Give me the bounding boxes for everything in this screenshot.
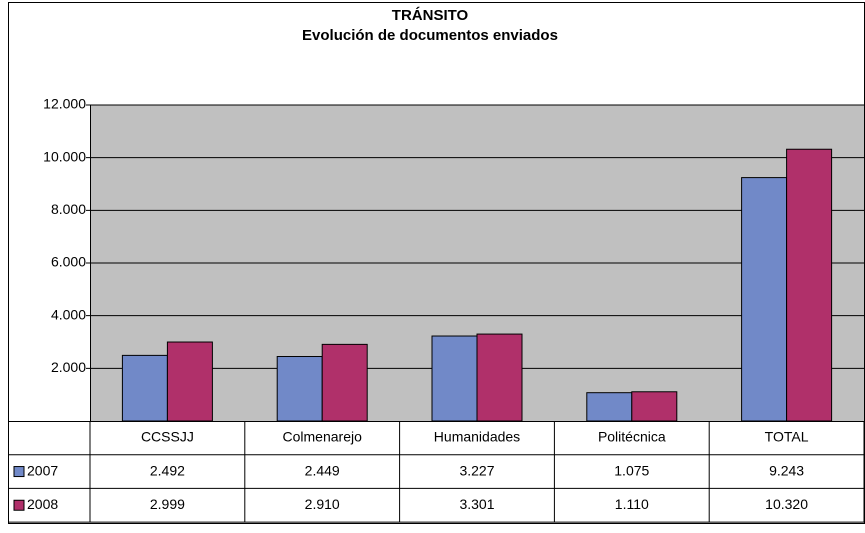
bar xyxy=(276,356,323,422)
data-label: 3.301 xyxy=(459,496,494,512)
data-label: 10.320 xyxy=(765,496,808,512)
data-label: 2.492 xyxy=(150,462,185,478)
legend-label: 2007 xyxy=(27,462,58,478)
legend-swatch xyxy=(13,499,25,511)
data-label: 2.999 xyxy=(150,496,185,512)
x-tick-label: Colmenarejo xyxy=(283,429,363,445)
y-tick-label: 10.000 xyxy=(43,148,86,164)
bar xyxy=(631,391,678,422)
legend-swatch xyxy=(13,466,25,478)
chart-subtitle: Evolución de documentos enviados xyxy=(302,27,558,44)
x-tick-label: Humanidades xyxy=(434,429,520,445)
x-tick-label: TOTAL xyxy=(765,429,809,445)
y-tick-label: 6.000 xyxy=(51,254,86,270)
data-label: 3.227 xyxy=(459,462,494,478)
data-label: 1.075 xyxy=(614,462,649,478)
chart-title: TRÁNSITO xyxy=(392,7,469,24)
bar xyxy=(321,343,368,422)
bar xyxy=(476,333,523,422)
bar xyxy=(121,354,168,422)
y-tick-label: 8.000 xyxy=(51,201,86,217)
y-tick-label: 4.000 xyxy=(51,306,86,322)
bar xyxy=(786,148,833,422)
y-tick-label: 12.000 xyxy=(43,96,86,112)
bar xyxy=(166,341,213,422)
legend-label: 2008 xyxy=(27,496,58,512)
data-label: 9.243 xyxy=(769,462,804,478)
y-tick-label: 2.000 xyxy=(51,359,86,375)
bar xyxy=(431,335,478,422)
data-label: 2.910 xyxy=(305,496,340,512)
data-label: 2.449 xyxy=(305,462,340,478)
bar xyxy=(741,177,788,422)
x-tick-label: Politécnica xyxy=(598,429,666,445)
bar xyxy=(586,392,633,422)
data-label: 1.110 xyxy=(615,496,649,512)
x-tick-label: CCSSJJ xyxy=(141,429,194,445)
